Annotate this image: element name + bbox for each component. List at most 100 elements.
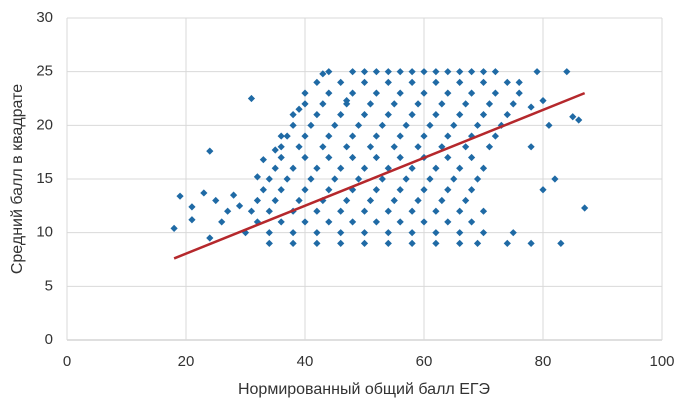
point [390,100,398,108]
point [491,89,499,97]
point [384,207,392,215]
point [402,121,410,129]
point [485,143,494,151]
point [438,143,446,151]
point [384,111,392,119]
point [408,111,416,119]
point [235,202,244,210]
x-tick-label: 60 [416,353,433,370]
point [349,89,357,97]
point [420,132,428,140]
point [432,111,440,119]
point [289,121,297,129]
point [319,196,327,205]
point [301,132,309,140]
point [372,132,380,140]
point [414,196,422,205]
point [218,218,226,226]
point [378,121,386,129]
point [432,68,440,76]
point [253,196,261,205]
point [354,175,363,183]
point [396,132,404,140]
x-tick-label: 0 [63,353,71,370]
point [384,68,392,76]
point [575,116,583,124]
point [307,175,315,183]
point [277,153,285,162]
point [473,121,482,129]
point [456,229,464,237]
point [360,111,369,119]
point [420,68,428,76]
point [360,78,369,86]
point [456,68,464,76]
point [515,89,523,97]
point [277,143,285,151]
point [438,196,446,205]
point [479,68,488,76]
y-tick-label: 10 [36,224,53,241]
point [396,186,404,194]
point [265,175,273,183]
point [337,229,345,237]
point [325,89,333,97]
point [366,143,375,151]
point [390,196,398,205]
point [271,146,279,154]
point [277,132,285,140]
point [414,100,422,108]
point [372,68,380,76]
point [432,78,440,86]
point [473,175,482,183]
point [319,70,327,78]
point [479,111,488,119]
point [384,239,392,247]
point [313,164,321,172]
point [176,192,184,200]
point [259,156,267,164]
y-axis-title: Средний балл в квадрате [9,84,26,274]
point [289,111,297,119]
point [307,121,315,129]
point [432,229,440,237]
point [206,234,214,242]
y-tick-label: 20 [36,116,53,133]
point [277,186,285,194]
x-axis-title: Нормированный общий балл ЕГЭ [238,381,490,398]
point [396,89,404,97]
point [444,186,452,194]
point [432,164,440,172]
point [313,239,321,247]
point [456,239,464,247]
point [432,239,440,247]
point [468,89,476,97]
point [301,89,309,97]
point [360,229,369,237]
point [325,218,333,226]
point [414,143,422,151]
point [313,111,321,119]
point [354,121,363,129]
point [372,218,380,226]
point [265,229,273,237]
y-tick-label: 5 [45,277,53,294]
point [390,143,398,151]
point [337,164,345,172]
point [325,186,333,194]
point [479,78,488,86]
point [313,78,321,86]
point [265,207,273,215]
point [360,68,369,76]
point [366,196,375,205]
point [331,175,339,183]
point [485,100,494,108]
point [438,100,446,108]
point [283,132,291,140]
x-tick-label: 100 [649,353,674,370]
point [230,191,238,199]
point [420,186,428,194]
point [551,175,559,183]
point [527,103,535,111]
